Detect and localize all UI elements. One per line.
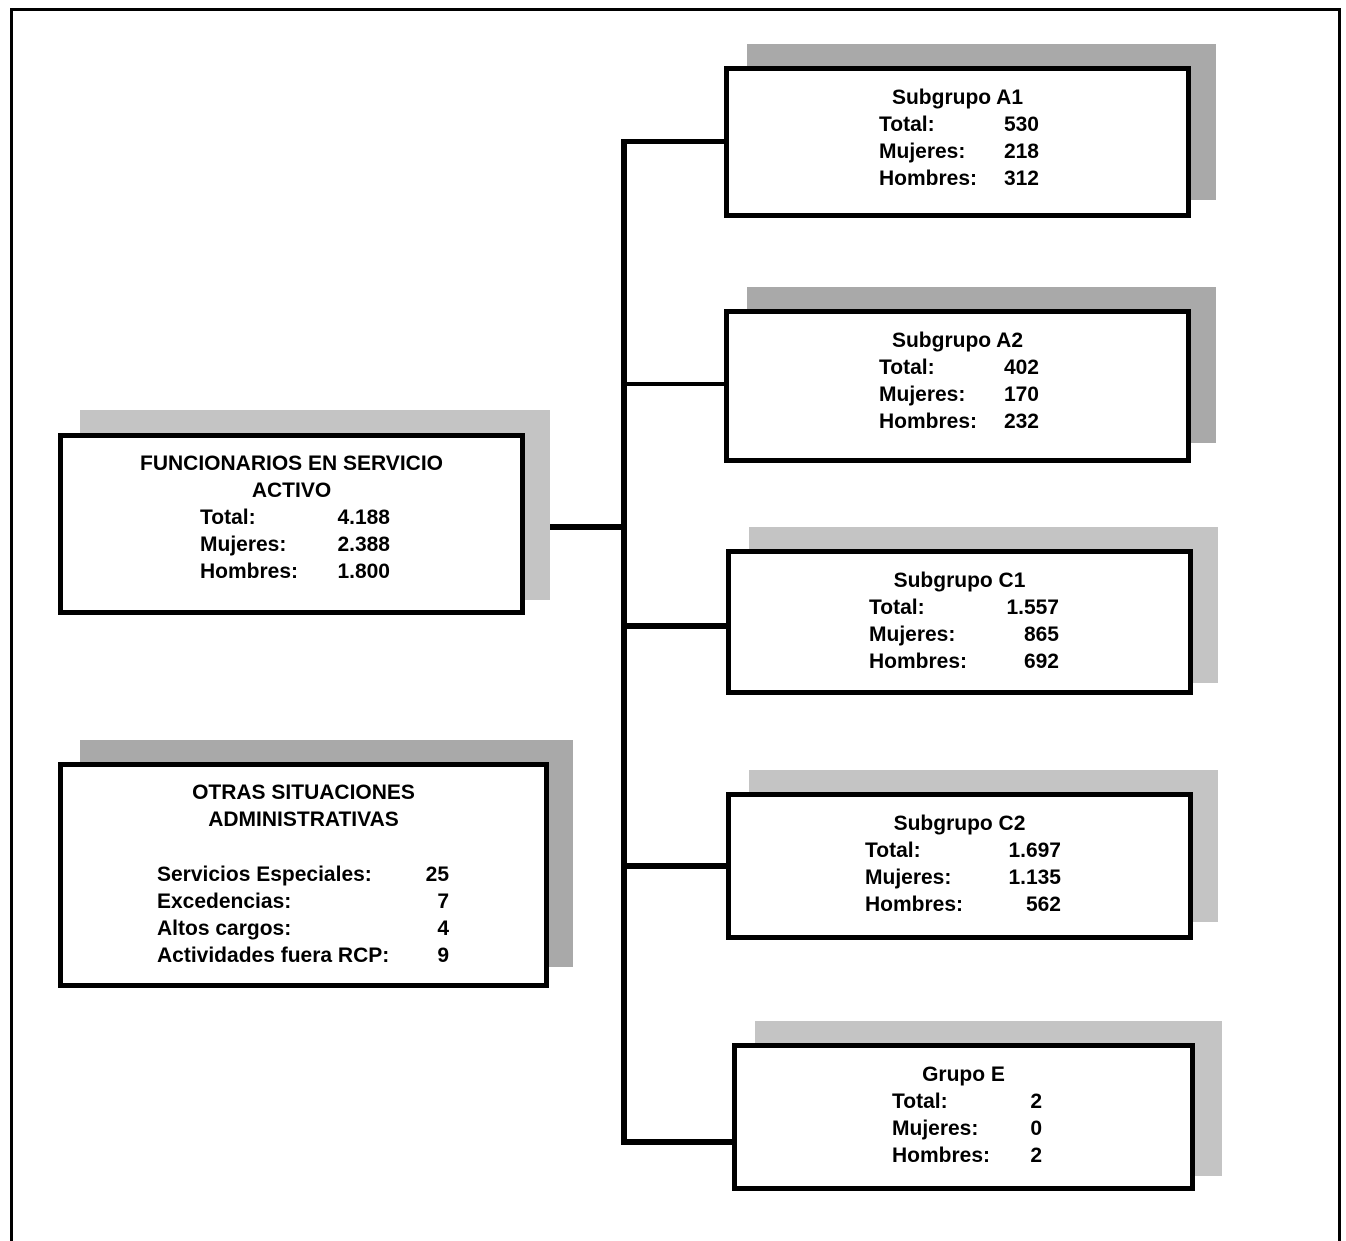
connector-trunk: [621, 139, 627, 1144]
connector-c1: [621, 623, 728, 629]
group-hombres-value: 562: [1025, 893, 1061, 916]
main-hombres-row: Hombres: 1.800: [200, 558, 390, 585]
group-mujeres-value: 218: [1003, 140, 1039, 163]
group-hombres-row: Hombres: 562: [865, 891, 1061, 918]
otras-row: Servicios Especiales: 25: [157, 861, 449, 888]
group-total-row: Total: 2: [892, 1088, 1042, 1115]
otras-value: 7: [437, 890, 449, 913]
group-hombres-label: Hombres:: [865, 893, 964, 916]
group-hombres-label: Hombres:: [879, 410, 978, 433]
group-mujeres-label: Mujeres:: [892, 1117, 979, 1140]
otras-label: Actividades fuera RCP:: [157, 944, 390, 967]
group-mujeres-row: Mujeres: 1.135: [865, 864, 1061, 891]
group-hombres-row: Hombres: 312: [879, 165, 1039, 192]
group-hombres-value: 2: [1030, 1144, 1042, 1167]
group-mujeres-row: Mujeres: 0: [892, 1115, 1042, 1142]
main-hombres-label: Hombres:: [200, 560, 299, 583]
group-total-value: 530: [1003, 113, 1039, 136]
group-a2-box: Subgrupo A2 Total: 402 Mujeres: 170 Hombre…: [724, 309, 1191, 463]
group-hombres-row: Hombres: 2: [892, 1142, 1042, 1169]
page-frame: [10, 8, 1341, 1241]
group-hombres-row: Hombres: 692: [869, 648, 1059, 675]
group-hombres-label: Hombres:: [869, 650, 968, 673]
otras-row: Altos cargos: 4: [157, 915, 449, 942]
group-total-value: 2: [1030, 1090, 1042, 1113]
group-mujeres-label: Mujeres:: [879, 383, 966, 406]
main-total-label: Total:: [200, 506, 256, 529]
main-mujeres-row: Mujeres: 2.388: [200, 531, 390, 558]
group-total-value: 1.697: [1008, 839, 1061, 862]
otras-label: Servicios Especiales:: [157, 863, 372, 886]
group-hombres-row: Hombres: 232: [879, 408, 1039, 435]
group-title: Grupo E: [922, 1063, 1005, 1086]
group-mujeres-row: Mujeres: 218: [879, 138, 1039, 165]
group-hombres-value: 312: [1003, 167, 1039, 190]
group-title: Subgrupo A2: [891, 329, 1024, 352]
group-total-label: Total:: [892, 1090, 948, 1113]
group-mujeres-row: Mujeres: 170: [879, 381, 1039, 408]
group-title: Subgrupo C1: [893, 569, 1026, 592]
group-mujeres-label: Mujeres:: [865, 866, 952, 889]
group-title: Subgrupo A1: [891, 86, 1024, 109]
main-mujeres-label: Mujeres:: [200, 533, 287, 556]
group-hombres-label: Hombres:: [892, 1144, 991, 1167]
group-a1-box: Subgrupo A1 Total: 530 Mujeres: 218 Hombre…: [724, 66, 1191, 218]
main-total-value: 4.188: [337, 506, 390, 529]
otras-box: OTRAS SITUACIONES ADMINISTRATIVAS Servic…: [58, 762, 549, 988]
group-hombres-label: Hombres:: [879, 167, 978, 190]
otras-row: Excedencias: 7: [157, 888, 449, 915]
group-total-value: 402: [1003, 356, 1039, 379]
group-mujeres-label: Mujeres:: [869, 623, 956, 646]
group-mujeres-label: Mujeres:: [879, 140, 966, 163]
otras-label: Excedencias:: [157, 890, 292, 913]
connector-a1: [621, 139, 726, 144]
group-mujeres-value: 1.135: [1008, 866, 1061, 889]
main-box: FUNCIONARIOS EN SERVICIO ACTIVO Total: 4…: [58, 433, 525, 615]
group-total-row: Total: 1.697: [865, 837, 1061, 864]
otras-box-title: OTRAS SITUACIONES ADMINISTRATIVAS: [192, 781, 415, 831]
group-total-row: Total: 402: [879, 354, 1039, 381]
group-hombres-value: 232: [1003, 410, 1039, 433]
connector-c2: [621, 863, 728, 869]
group-total-row: Total: 1.557: [869, 594, 1059, 621]
connector-main-h: [523, 524, 626, 530]
group-c2-box: Subgrupo C2 Total: 1.697 Mujeres: 1.135 Ho…: [726, 792, 1193, 940]
group-mujeres-value: 0: [1030, 1117, 1042, 1140]
main-hombres-value: 1.800: [337, 560, 390, 583]
group-total-value: 1.557: [1006, 596, 1059, 619]
main-box-title: FUNCIONARIOS EN SERVICIO ACTIVO: [140, 452, 443, 502]
otras-value: 25: [425, 863, 449, 886]
connector-a2: [621, 382, 726, 386]
group-total-label: Total:: [869, 596, 925, 619]
group-mujeres-value: 170: [1003, 383, 1039, 406]
main-total-row: Total: 4.188: [200, 504, 390, 531]
group-hombres-value: 692: [1023, 650, 1059, 673]
connector-e: [621, 1139, 734, 1145]
group-c1-box: Subgrupo C1 Total: 1.557 Mujeres: 865 Homb…: [726, 549, 1193, 695]
group-total-label: Total:: [865, 839, 921, 862]
group-total-label: Total:: [879, 113, 935, 136]
otras-value: 4: [437, 917, 449, 940]
group-mujeres-value: 865: [1023, 623, 1059, 646]
otras-label: Altos cargos:: [157, 917, 292, 940]
group-title: Subgrupo C2: [893, 812, 1026, 835]
otras-row: Actividades fuera RCP: 9: [157, 942, 449, 969]
group-e-box: Grupo E Total: 2 Mujeres: 0 Hombres: 2: [732, 1043, 1195, 1191]
group-total-label: Total:: [879, 356, 935, 379]
main-mujeres-value: 2.388: [337, 533, 390, 556]
otras-value: 9: [437, 944, 449, 967]
group-mujeres-row: Mujeres: 865: [869, 621, 1059, 648]
group-total-row: Total: 530: [879, 111, 1039, 138]
